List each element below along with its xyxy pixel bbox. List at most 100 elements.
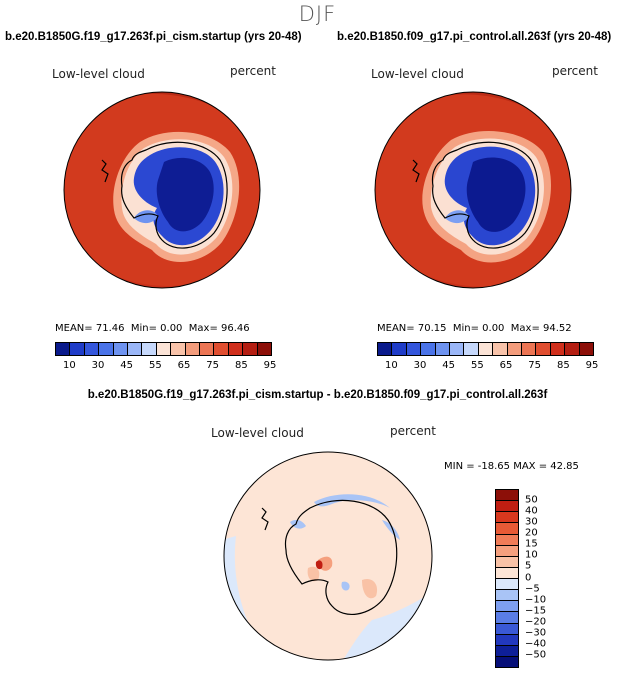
panel-2-colorbar-swatch (421, 343, 436, 355)
panel-2-units-label: percent (552, 64, 598, 78)
diff-case-title: b.e20.B1850G.f19_g17.263f.pi_cism.startu… (87, 389, 548, 401)
panel-1-colorbar-tick-label: 45 (120, 360, 134, 371)
panel-2-map (374, 91, 572, 289)
diff-coast-negative (290, 519, 400, 540)
diff-colorbar-swatch (496, 634, 518, 646)
diff-colorbar-swatch (496, 567, 518, 579)
panel-1-colorbar-swatch (214, 343, 229, 355)
panel-1-colorbar-tick-label: 10 (62, 360, 76, 371)
panel-1-coastline (101, 141, 228, 249)
panel-2-colorbar-ticks: 10 30 45 55 65 75 85 95 (377, 360, 598, 372)
panel-2-min-value: 0.00 (482, 323, 505, 334)
panel-2-colorbar-tick-label: 65 (499, 360, 513, 371)
panel-2-colorbar-tick-label: 75 (528, 360, 542, 371)
diff-coastline (261, 499, 398, 615)
panel-1-colorbar-tick-label: 95 (263, 360, 277, 371)
panel-2-colorbar-tick-label: 30 (413, 360, 427, 371)
panel-2-mean-label: MEAN= (377, 323, 415, 334)
diff-colorbar-swatch (496, 512, 518, 524)
panel-1-units-label: percent (230, 64, 276, 78)
diff-colorbar-ticks: 50 40 30 20 15 10 5 0 −5 −10 −15 −20 −30 −40 −50 (525, 489, 555, 666)
diff-colorbar-swatch (496, 645, 518, 657)
panel-2-coastline (412, 141, 539, 249)
diff-colorbar-tick-label: −40 (525, 638, 547, 650)
panel-2-colorbar-swatch (406, 343, 422, 355)
diff-colorbar-swatch (496, 579, 518, 591)
diff-map-border (223, 451, 433, 661)
panel-1-colorbar-swatch (228, 343, 244, 355)
diff-colorbar-swatch (496, 501, 518, 513)
panel-2-colorbar-swatch (378, 343, 393, 355)
diff-units-label: percent (390, 424, 436, 438)
panel-1-colorbar-swatch (113, 343, 129, 355)
panel-2-map-border (374, 91, 572, 289)
panel-1-colorbar-tick-label: 75 (206, 360, 220, 371)
panel-2-peninsula-blue (445, 210, 469, 224)
panel-1-colorbar-tick-label: 55 (148, 360, 162, 371)
diff-north-negative-ring (314, 494, 390, 508)
diff-interior-positive-2 (307, 566, 320, 582)
panel-1-colorbar-swatch (70, 343, 85, 355)
diff-colorbar-swatch (496, 612, 518, 624)
diff-colorbar-swatch (496, 534, 518, 546)
diff-interior-max (315, 560, 323, 570)
diff-colorbar-swatch (496, 623, 518, 635)
panel-2-mean-value: 70.15 (417, 323, 447, 334)
panel-2-colorbar-tick-label: 85 (556, 360, 570, 371)
panel-1-colorbar-swatch (84, 343, 100, 355)
panel-2-colorbar-swatch (464, 343, 479, 355)
panel-2-min-label: Min= (452, 323, 479, 334)
panel-1-colorbar-swatch (56, 343, 71, 355)
panel-1-colorbar-swatch (243, 343, 258, 355)
panel-1-colorbar-tick-label: 85 (234, 360, 248, 371)
diff-colorbar (495, 489, 519, 668)
panel-2-case-title: b.e20.B1850.f09_g17.pi_control.all.263f … (337, 31, 612, 43)
diff-colorbar-swatch (496, 656, 518, 667)
panel-1-colorbar-swatch (128, 343, 143, 355)
panel-1-colorbar-tick-label: 30 (91, 360, 105, 371)
diff-colorbar-swatch (496, 556, 518, 568)
panel-2-colorbar-swatch (435, 343, 451, 355)
diff-interior-negative (341, 581, 350, 591)
panel-1-peninsula-blue (134, 210, 158, 224)
panel-1-mean-label: MEAN= (55, 323, 93, 334)
diff-colorbar-swatch (496, 523, 518, 535)
panel-1-max-label: Max= (188, 323, 218, 334)
diff-colorbar-tick-label: 15 (525, 538, 538, 550)
panel-1-colorbar-swatch (171, 343, 186, 355)
panel-2-continent-core (466, 157, 526, 232)
diff-colorbar-tick-label: −20 (525, 616, 547, 628)
panel-1-colorbar-tick-label: 65 (177, 360, 191, 371)
panel-1-mean-value: 71.46 (95, 323, 125, 334)
panel-2-stats: MEAN= 70.15 Min= 0.00 Max= 94.52 (377, 323, 572, 334)
diff-colorbar-tick-label: 40 (525, 505, 538, 517)
diff-colorbar-tick-label: 0 (525, 572, 532, 583)
panel-1-colorbar-swatch (156, 343, 172, 355)
panel-1-case-title: b.e20.B1850G.f19_g17.263f.pi_cism.startu… (5, 31, 302, 43)
diff-colorbar-swatch (496, 601, 518, 613)
diff-interior-positive-3 (362, 578, 378, 599)
diff-ocean-field (224, 452, 432, 660)
panel-1-stats: MEAN= 71.46 Min= 0.00 Max= 96.46 (55, 323, 250, 334)
panel-2-colorbar-tick-label: 10 (384, 360, 398, 371)
diff-map (223, 451, 433, 661)
diff-colorbar-tick-label: 10 (525, 549, 538, 561)
panel-2-colorbar-tick-label: 45 (442, 360, 456, 371)
panel-2-max-value: 94.52 (543, 323, 572, 334)
panel-1-min-label: Min= (130, 323, 157, 334)
panel-1-colorbar-swatch (142, 343, 157, 355)
panel-2-colorbar-tick-label: 95 (585, 360, 599, 371)
panel-2-colorbar-tick-label: 55 (470, 360, 484, 371)
diff-colorbar-swatch (496, 490, 518, 502)
diff-colorbar-tick-label: 50 (525, 494, 538, 506)
panel-2-colorbar-swatch (392, 343, 407, 355)
panel-1-map-border (63, 91, 261, 289)
diff-colorbar-tick-label: 30 (525, 516, 538, 528)
panel-2-variable-label: Low-level cloud (371, 67, 464, 81)
panel-1-colorbar-swatch (200, 343, 215, 355)
panel-2-colorbar-swatch (478, 343, 494, 355)
season-title: DJF (298, 2, 337, 26)
panel-2-colorbar-swatch (550, 343, 566, 355)
diff-colorbar-tick-label: −5 (525, 583, 540, 595)
panel-1-colorbar-swatch (185, 343, 201, 355)
